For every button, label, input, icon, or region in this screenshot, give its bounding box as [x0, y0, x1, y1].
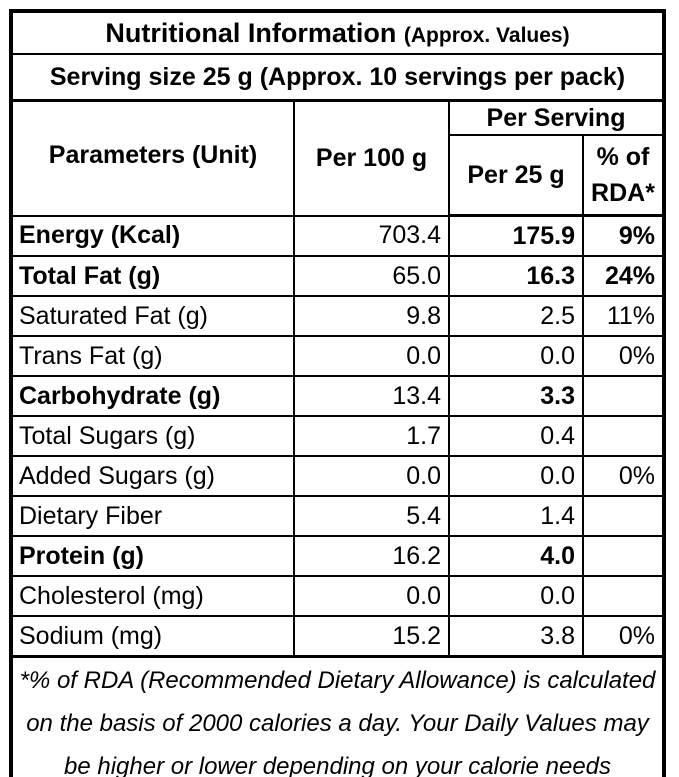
rda-cell: 9%: [582, 214, 665, 257]
rda-cell: [582, 375, 665, 417]
per-25g-cell: 2.5: [448, 295, 584, 337]
param-label-cell: Trans Fat (g): [10, 335, 295, 377]
table-row-sodium: Sodium (mg) 15.2 3.8 0%: [10, 615, 665, 658]
title-subtext: (Approx. Values): [403, 23, 570, 47]
rda-cell: 0%: [582, 335, 665, 377]
per-100g-cell: 13.4: [293, 375, 450, 417]
per-25g-cell: 0.0: [448, 455, 584, 497]
param-label-cell: Total Fat (g): [10, 255, 295, 297]
param-label-cell: Sodium (mg): [10, 615, 295, 658]
footnote-row: *% of RDA (Recommended Dietary Allowance…: [10, 655, 665, 777]
rda-cell: [582, 415, 665, 457]
per-100g-cell: 0.0: [293, 575, 450, 617]
per-100g-cell: 0.0: [293, 335, 450, 377]
per-100g-cell: 9.8: [293, 295, 450, 337]
per-25g-cell: 0.0: [448, 335, 584, 377]
rda-cell: 0%: [582, 455, 665, 497]
footnote-line-3: be higher or lower depending on your cal…: [63, 753, 612, 777]
param-label-cell: Carbohydrate (g): [10, 375, 295, 417]
param-label-cell: Dietary Fiber: [10, 495, 295, 537]
param-label-cell: Energy (Kcal): [10, 214, 295, 257]
table-row-saturated-fat: Saturated Fat (g) 9.8 2.5 11%: [10, 295, 665, 337]
per-100g-cell: 15.2: [293, 615, 450, 658]
rda-header-line1: % of: [596, 143, 650, 171]
per-25g-cell: 3.8: [448, 615, 584, 658]
per-100g-cell: 0.0: [293, 455, 450, 497]
table-row-dietary-fiber: Dietary Fiber 5.4 1.4: [10, 495, 665, 537]
col-header-parameters: Parameters (Unit): [10, 99, 295, 217]
per-100g-cell: 16.2: [293, 535, 450, 577]
col-header-rda: % of RDA*: [582, 134, 665, 217]
per-25g-cell: 4.0: [448, 535, 584, 577]
serving-size-text: Serving size 25 g (Approx. 10 servings p…: [10, 53, 665, 102]
rda-cell: 11%: [582, 295, 665, 337]
header-row-top: Parameters (Unit) Per 100 g Per Serving: [10, 99, 665, 217]
rda-cell: 24%: [582, 255, 665, 297]
rda-cell: [582, 495, 665, 537]
rda-cell: [582, 575, 665, 617]
param-label-cell: Cholesterol (mg): [10, 575, 295, 617]
per-25g-cell: 3.3: [448, 375, 584, 417]
per-25g-cell: 16.3: [448, 255, 584, 297]
table-row-total-fat: Total Fat (g) 65.0 16.3 24%: [10, 255, 665, 297]
page-title: Nutritional Information: [105, 17, 397, 48]
footnote-line-2: on the basis of 2000 calories a day. You…: [26, 710, 649, 737]
table-row-protein: Protein (g) 16.2 4.0: [10, 535, 665, 577]
param-label-cell: Protein (g): [10, 535, 295, 577]
table-row-carbohydrate: Carbohydrate (g) 13.4 3.3: [10, 375, 665, 417]
col-header-per-serving: Per Serving: [448, 99, 665, 136]
rda-header-line2: RDA*: [591, 179, 655, 207]
serving-size-row: Serving size 25 g (Approx. 10 servings p…: [10, 53, 665, 102]
col-header-per-100g: Per 100 g: [293, 99, 450, 217]
table-row-cholesterol: Cholesterol (mg) 0.0 0.0: [10, 575, 665, 617]
header-row-bottom: Per 25 g % of RDA*: [11, 134, 665, 217]
per-25g-cell: 175.9: [448, 214, 584, 257]
rda-cell: 0%: [582, 615, 665, 658]
per-25g-cell: 0.4: [448, 415, 584, 457]
table-row-energy: Energy (Kcal) 703.4 175.9 9%: [10, 214, 665, 257]
param-label-cell: Total Sugars (g): [10, 415, 295, 457]
table-row-total-sugars: Total Sugars (g) 1.7 0.4: [10, 415, 665, 457]
footnote-line-1: *% of RDA (Recommended Dietary Allowance…: [19, 667, 656, 694]
nutrition-table: Nutritional Information (Approx. Values)…: [9, 9, 666, 777]
col-header-per-25g: Per 25 g: [448, 134, 584, 217]
title-row: Nutritional Information (Approx. Values): [10, 10, 665, 55]
param-label-cell: Saturated Fat (g): [10, 295, 295, 337]
per-25g-cell: 0.0: [448, 575, 584, 617]
per-25g-cell: 1.4: [448, 495, 584, 537]
per-100g-cell: 65.0: [293, 255, 450, 297]
param-label-cell: Added Sugars (g): [10, 455, 295, 497]
per-100g-cell: 703.4: [293, 214, 450, 257]
per-100g-cell: 5.4: [293, 495, 450, 537]
table-row-trans-fat: Trans Fat (g) 0.0 0.0 0%: [10, 335, 665, 377]
title-cell: Nutritional Information (Approx. Values): [10, 10, 665, 55]
per-100g-cell: 1.7: [293, 415, 450, 457]
rda-footnote: *% of RDA (Recommended Dietary Allowance…: [10, 655, 665, 777]
table-row-added-sugars: Added Sugars (g) 0.0 0.0 0%: [10, 455, 665, 497]
rda-cell: [582, 535, 665, 577]
